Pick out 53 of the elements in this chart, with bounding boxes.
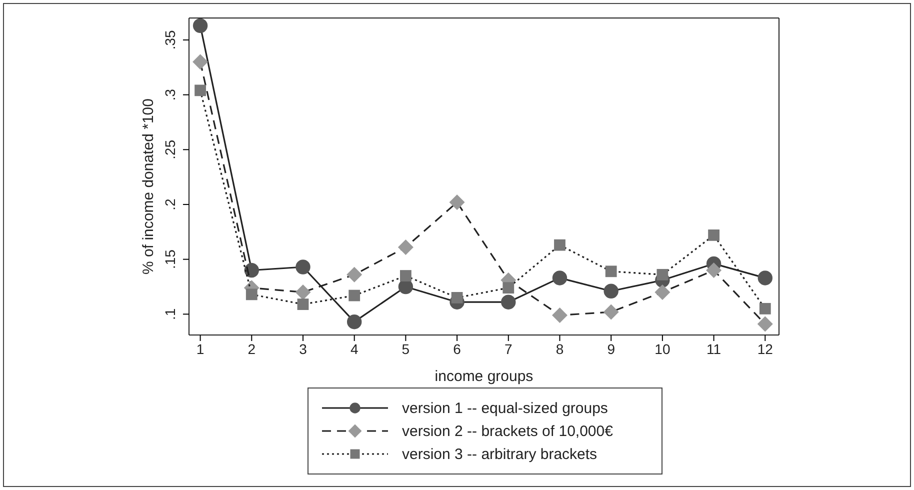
y-tick-label: .35 bbox=[162, 30, 178, 50]
x-tick-label: 10 bbox=[654, 340, 670, 357]
point bbox=[654, 284, 670, 300]
point bbox=[759, 302, 771, 314]
y-tick-label: .25 bbox=[162, 140, 178, 160]
y-tick-label: .3 bbox=[162, 88, 178, 101]
x-tick-label: 3 bbox=[299, 340, 308, 357]
point bbox=[194, 84, 206, 96]
point bbox=[295, 284, 311, 300]
x-tick-label: 8 bbox=[556, 340, 564, 357]
point bbox=[706, 262, 722, 278]
point bbox=[758, 270, 772, 286]
point bbox=[501, 294, 516, 310]
x-tick-label: 9 bbox=[607, 340, 616, 357]
point bbox=[192, 18, 208, 34]
x-tick-label: 5 bbox=[402, 340, 410, 357]
point bbox=[398, 279, 414, 294]
point bbox=[451, 292, 463, 304]
y-tick-label: .1 bbox=[162, 308, 178, 320]
point bbox=[346, 266, 362, 282]
x-tick-label: 7 bbox=[504, 340, 512, 357]
point bbox=[449, 194, 465, 210]
legend-label: version 1 -- equal-sized groups bbox=[402, 400, 608, 417]
x-tick-label: 12 bbox=[757, 340, 774, 357]
x-axis-title: income groups bbox=[434, 368, 534, 385]
x-tick-label: 6 bbox=[453, 340, 462, 357]
y-tick-label: .15 bbox=[162, 249, 178, 270]
point bbox=[603, 304, 619, 320]
y-tick-label: .2 bbox=[162, 198, 178, 210]
x-tick-label: 11 bbox=[706, 340, 722, 357]
point bbox=[554, 239, 566, 251]
point bbox=[605, 266, 617, 278]
point bbox=[502, 282, 514, 294]
point bbox=[552, 308, 568, 323]
point bbox=[757, 316, 773, 332]
point bbox=[246, 288, 258, 300]
x-tick-label: 2 bbox=[248, 340, 256, 357]
point bbox=[552, 270, 568, 286]
legend-label: version 2 -- brackets of 10,000€ bbox=[402, 423, 614, 440]
point bbox=[400, 270, 412, 282]
point bbox=[192, 54, 208, 70]
x-tick-label: 1 bbox=[196, 340, 204, 357]
point bbox=[296, 260, 310, 274]
point bbox=[297, 298, 309, 310]
point bbox=[348, 290, 360, 302]
point bbox=[656, 268, 668, 280]
x-tick-label: 4 bbox=[350, 340, 358, 357]
point bbox=[346, 314, 362, 330]
y-axis-title: % of income donated *100 bbox=[140, 98, 157, 274]
point bbox=[398, 240, 414, 255]
point bbox=[604, 284, 618, 298]
legend-label: version 3 -- arbitrary brackets bbox=[402, 446, 598, 463]
point bbox=[708, 229, 720, 241]
